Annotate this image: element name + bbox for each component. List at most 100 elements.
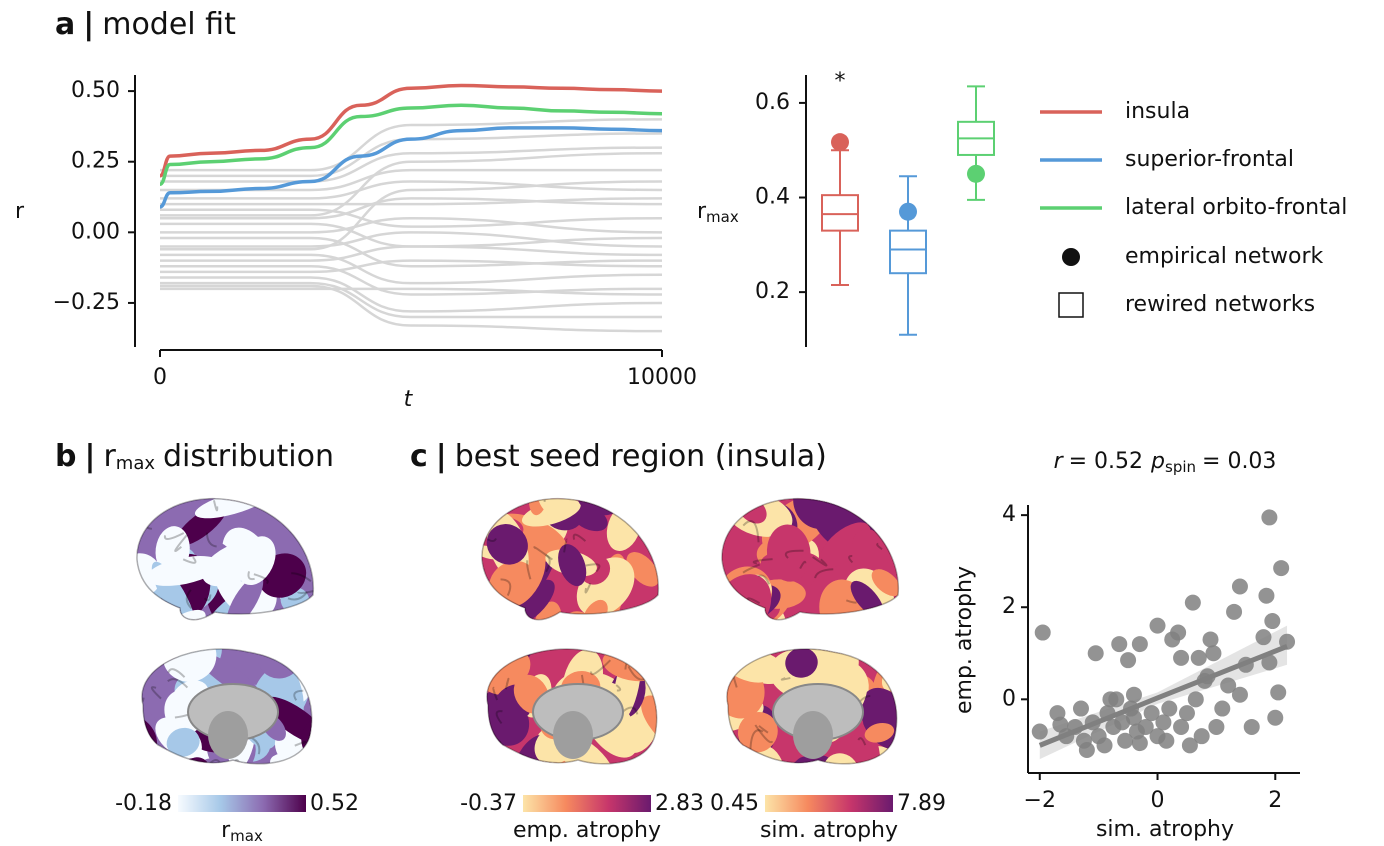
point [1193, 728, 1210, 745]
null-line [160, 168, 662, 192]
null-line [160, 253, 663, 285]
fit-line [1038, 644, 1288, 748]
null-line [160, 276, 663, 313]
point [1208, 718, 1225, 735]
y-axis-label: r [15, 199, 25, 224]
legend-label: superior-frontal [1125, 147, 1294, 172]
colorbar [765, 795, 893, 812]
point [1226, 603, 1243, 620]
y-tick-label: 2 [1002, 594, 1016, 619]
point [1184, 594, 1201, 611]
point [1125, 709, 1142, 726]
panel-b-title: b | rmax distribution [55, 439, 334, 475]
point [1149, 617, 1166, 634]
point [1243, 718, 1260, 735]
y-tick-label: 0 [1002, 686, 1016, 711]
point [1031, 723, 1048, 740]
panel-c-title: c | best seed region (insula) [410, 439, 827, 474]
colorbar [178, 795, 306, 812]
point [1158, 732, 1175, 749]
point [1270, 684, 1287, 701]
colorbar-max: 7.89 [897, 791, 946, 816]
x-tick-label: 10000 [627, 365, 697, 390]
point [1190, 649, 1207, 666]
null-line [160, 231, 663, 248]
legend-dot [1062, 248, 1080, 266]
chart-title: r = 0.52 pspin = 0.03 [1054, 449, 1277, 476]
null-line [160, 287, 663, 296]
point [1120, 652, 1137, 669]
x-tick-label: 0 [153, 365, 167, 390]
significance-label: * [835, 69, 846, 94]
point [1173, 649, 1190, 666]
y-axis-label: rmax [697, 199, 739, 226]
point [1187, 691, 1204, 708]
point [1096, 737, 1113, 754]
point [1173, 718, 1190, 735]
colorbar-label: sim. atrophy [760, 818, 898, 843]
null-line [159, 281, 662, 319]
x-axis-label: t [404, 387, 414, 412]
point [1181, 737, 1198, 754]
null-line [160, 132, 663, 178]
y-tick-label: 0.2 [755, 279, 790, 304]
null-line [160, 245, 663, 262]
series-line [159, 103, 663, 187]
y-tick-label: 0.6 [755, 90, 790, 115]
confidence-band [1039, 625, 1288, 760]
null-line [160, 180, 663, 251]
point [1143, 705, 1160, 722]
point [1131, 636, 1148, 653]
point [1161, 700, 1178, 717]
x-tick-label: 0 [1151, 788, 1165, 813]
point [1131, 735, 1148, 752]
null-line [160, 180, 663, 200]
y-axis-label: emp. atrophy [952, 566, 977, 714]
colorbar-min: -0.18 [115, 791, 172, 816]
point [1111, 636, 1128, 653]
point [1231, 578, 1248, 595]
point [1231, 686, 1248, 703]
point [1170, 624, 1187, 641]
point [1202, 631, 1219, 648]
point [1258, 587, 1275, 604]
colorbar-min: -0.37 [460, 791, 517, 816]
null-line [159, 236, 663, 268]
point [1072, 700, 1089, 717]
point [1034, 624, 1051, 641]
brain-surface [136, 498, 314, 620]
brain-surface [481, 498, 659, 620]
null-line [160, 151, 663, 217]
colorbar-min: 0.45 [710, 791, 759, 816]
point [1255, 629, 1272, 646]
legend-square [1058, 292, 1084, 318]
point [1264, 613, 1281, 630]
y-tick-label: 4 [1002, 502, 1016, 527]
point [1125, 686, 1142, 703]
null-line [159, 259, 663, 274]
y-tick-label: 0.00 [71, 219, 120, 244]
point [1273, 560, 1290, 577]
point [1108, 691, 1125, 708]
x-tick-label: 2 [1268, 788, 1282, 813]
x-tick-label: −2 [1024, 788, 1056, 813]
point [1267, 709, 1284, 726]
y-tick-label: 0.50 [71, 78, 120, 103]
null-line [160, 146, 663, 183]
colorbar-label: rmax [221, 818, 263, 845]
point [1178, 705, 1195, 722]
panel-a-title: a | model fit [55, 7, 236, 42]
point [1137, 718, 1154, 735]
series-line [159, 83, 663, 178]
null-line [160, 216, 663, 234]
empirical-point [899, 202, 917, 221]
point [1261, 509, 1278, 526]
y-tick-label: 0.25 [71, 149, 120, 174]
legend-label: rewired networks [1125, 292, 1315, 317]
point [1220, 677, 1237, 694]
point [1078, 741, 1095, 758]
colorbar-label: emp. atrophy [513, 818, 661, 843]
colorbar-max: 2.83 [655, 791, 704, 816]
point [1155, 714, 1172, 731]
